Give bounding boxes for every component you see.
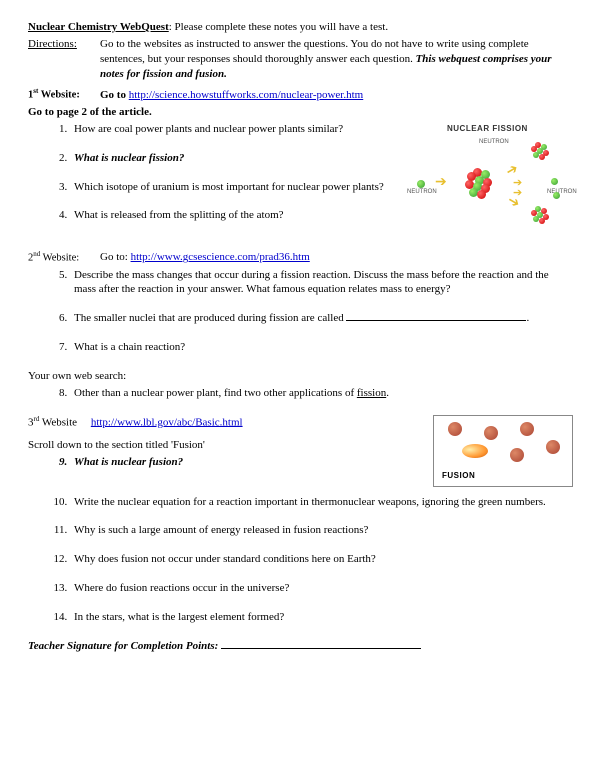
section1-content: How are coal power plants and nuclear po… — [28, 120, 573, 244]
emitted-neutron-2 — [553, 192, 560, 199]
question-list-4a: What is nuclear fusion? — [28, 455, 425, 470]
question-13: Where do fusion reactions occur in the u… — [70, 581, 573, 596]
fusion-burst-icon — [462, 444, 488, 458]
question-10: Write the nuclear equation for a reactio… — [70, 495, 573, 510]
fusion-nucleus-1 — [448, 422, 462, 436]
question-8: Other than a nuclear power plant, find t… — [70, 386, 573, 401]
directions-row: Directions: Go to the websites as instru… — [28, 37, 573, 82]
section1-questions: How are coal power plants and nuclear po… — [28, 120, 403, 237]
website3-link[interactable]: http://www.lbl.gov/abc/Basic.html — [91, 416, 243, 428]
fusion-diagram-label: FUSION — [442, 471, 475, 482]
directions-label: Directions: — [28, 37, 100, 52]
fusion-nucleus-3 — [520, 422, 534, 436]
website2-link[interactable]: http://www.gcsescience.com/prad36.htm — [131, 251, 310, 263]
question-6: The smaller nuclei that are produced dur… — [70, 311, 573, 326]
q8-pre: Other than a nuclear power plant, find t… — [74, 387, 357, 399]
title-sub: : Please complete these notes you will h… — [169, 21, 388, 33]
title-main: Nuclear Chemistry WebQuest — [28, 21, 169, 33]
website1-link[interactable]: http://science.howstuffworks.com/nuclear… — [129, 89, 364, 101]
directions-text: Go to the websites as instructed to answ… — [100, 37, 573, 82]
signature-line: Teacher Signature for Completion Points: — [28, 639, 573, 654]
website3-left: 3rd Website http://www.lbl.gov/abc/Basic… — [28, 415, 425, 480]
website3-label-wrap: 3rd Website http://www.lbl.gov/abc/Basic… — [28, 415, 425, 431]
q6-text: The smaller nuclei that are produced dur… — [74, 312, 346, 324]
q2-text: What is nuclear fission? — [74, 152, 184, 164]
question-14: In the stars, what is the largest elemen… — [70, 610, 573, 625]
w2-post: Website: — [40, 252, 79, 263]
question-3: Which isotope of uranium is most importa… — [70, 180, 395, 195]
website1-label: 1st Website: — [28, 87, 100, 103]
page2-instruction: Go to page 2 of the article. — [28, 105, 573, 120]
question-11: Why is such a large amount of energy rel… — [70, 523, 573, 538]
own-search-heading: Your own web search: — [28, 369, 573, 384]
question-list-1: How are coal power plants and nuclear po… — [28, 122, 395, 223]
question-list-3: Other than a nuclear power plant, find t… — [28, 386, 573, 401]
question-4: What is released from the splitting of t… — [70, 208, 395, 223]
w1-post: Website: — [38, 90, 80, 101]
arrow-icon: ➔ — [435, 174, 447, 193]
w1-goto: Go to — [100, 89, 129, 101]
signature-blank — [221, 648, 421, 649]
emitted-neutron-1 — [551, 178, 558, 185]
website2-link-wrap: Go to: http://www.gcsescience.com/prad36… — [100, 250, 310, 265]
question-list-4b: Write the nuclear equation for a reactio… — [28, 495, 573, 625]
w3-post: Website — [39, 416, 77, 428]
signature-label: Teacher Signature for Completion Points: — [28, 640, 221, 652]
question-1: How are coal power plants and nuclear po… — [70, 122, 395, 137]
fusion-nucleus-2 — [484, 426, 498, 440]
nucleus-cluster — [463, 168, 503, 208]
fusion-canvas — [438, 420, 568, 466]
fission-label-left: NEUTRON — [407, 188, 437, 196]
q8-post: . — [386, 387, 389, 399]
fission-label-top: NEUTRON — [479, 138, 509, 146]
question-list-2: Describe the mass changes that occur dur… — [28, 268, 573, 355]
fission-label-right: NEUTRON — [547, 188, 577, 196]
website1-row: 1st Website: Go to http://science.howstu… — [28, 87, 573, 103]
fusion-nucleus-5 — [510, 448, 524, 462]
q8-word: fission — [357, 387, 386, 399]
question-12: Why does fusion not occur under standard… — [70, 552, 573, 567]
product-cluster-2 — [529, 206, 555, 232]
website3-row: 3rd Website http://www.lbl.gov/abc/Basic… — [28, 415, 573, 487]
w2-goto: Go to: — [100, 251, 131, 263]
question-7: What is a chain reaction? — [70, 340, 573, 355]
question-2: What is nuclear fission? — [70, 151, 395, 166]
fusion-nucleus-4 — [546, 440, 560, 454]
product-cluster-1 — [529, 142, 555, 168]
website2-label: 2nd Website: — [28, 250, 100, 266]
question-9: What is nuclear fusion? — [70, 455, 425, 470]
neutron-icon — [417, 180, 425, 188]
scroll-instruction: Scroll down to the section titled 'Fusio… — [28, 438, 425, 453]
website2-row: 2nd Website: Go to: http://www.gcsescien… — [28, 250, 573, 266]
q6-blank — [346, 320, 526, 321]
fission-diagram-title: NUCLEAR FISSION — [447, 124, 528, 135]
fusion-diagram: FUSION — [433, 415, 573, 487]
fission-diagram: NUCLEAR FISSION NEUTRON NEUTRON NEUTRON — [403, 122, 573, 244]
arrow-icon: ➔ — [513, 186, 522, 201]
page-title: Nuclear Chemistry WebQuest: Please compl… — [28, 20, 573, 35]
website1-link-wrap: Go to http://science.howstuffworks.com/n… — [100, 88, 363, 103]
question-5: Describe the mass changes that occur dur… — [70, 268, 573, 298]
